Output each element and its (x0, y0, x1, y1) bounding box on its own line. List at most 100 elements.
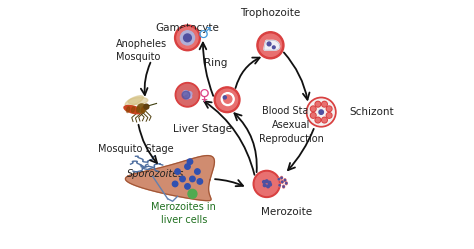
Circle shape (327, 107, 331, 111)
FancyArrowPatch shape (200, 43, 213, 96)
Text: Merozoites in
liver cells: Merozoites in liver cells (151, 202, 216, 225)
Circle shape (190, 176, 195, 182)
Circle shape (177, 84, 198, 105)
Circle shape (322, 101, 327, 107)
Circle shape (221, 93, 234, 106)
Ellipse shape (279, 184, 281, 187)
FancyArrowPatch shape (215, 179, 243, 186)
Circle shape (286, 183, 287, 184)
Circle shape (174, 25, 201, 51)
Circle shape (311, 107, 315, 111)
Polygon shape (264, 40, 280, 50)
Ellipse shape (127, 107, 130, 113)
Text: Merozoite: Merozoite (261, 207, 312, 217)
Circle shape (310, 113, 316, 118)
Ellipse shape (141, 107, 145, 113)
FancyArrowPatch shape (141, 63, 150, 95)
Ellipse shape (125, 96, 143, 106)
Ellipse shape (131, 107, 135, 113)
Circle shape (175, 83, 200, 107)
Circle shape (185, 184, 190, 189)
Circle shape (315, 101, 321, 107)
Circle shape (323, 102, 326, 106)
Ellipse shape (137, 107, 139, 113)
Ellipse shape (281, 177, 283, 179)
Ellipse shape (278, 178, 280, 181)
Circle shape (267, 42, 271, 46)
Circle shape (265, 180, 268, 183)
Circle shape (224, 95, 232, 103)
FancyArrowPatch shape (138, 125, 157, 163)
Circle shape (144, 104, 149, 109)
Circle shape (268, 181, 271, 184)
Text: Mosquito Stage: Mosquito Stage (98, 144, 173, 154)
Text: Blood Stage
Asexual
Reproduction: Blood Stage Asexual Reproduction (259, 106, 324, 143)
FancyArrowPatch shape (235, 113, 257, 172)
Text: Ring: Ring (204, 58, 228, 67)
Circle shape (180, 176, 185, 182)
Circle shape (326, 113, 332, 118)
Circle shape (214, 87, 240, 113)
Circle shape (188, 189, 197, 198)
Circle shape (326, 106, 332, 112)
Circle shape (185, 95, 189, 99)
Ellipse shape (283, 185, 284, 188)
Circle shape (259, 34, 282, 56)
Circle shape (316, 102, 320, 106)
Circle shape (223, 96, 226, 99)
Polygon shape (126, 156, 214, 201)
Circle shape (264, 184, 266, 187)
Circle shape (323, 118, 326, 122)
Circle shape (282, 181, 283, 183)
Circle shape (308, 99, 334, 125)
Circle shape (255, 173, 278, 195)
Text: ♂: ♂ (198, 26, 212, 41)
FancyArrowPatch shape (204, 101, 255, 175)
Circle shape (263, 181, 265, 183)
Circle shape (137, 104, 146, 113)
Circle shape (183, 91, 188, 96)
Text: Schizont: Schizont (350, 107, 394, 117)
Text: Trophozoite: Trophozoite (240, 8, 301, 18)
Circle shape (327, 114, 331, 117)
Circle shape (316, 118, 320, 122)
Circle shape (279, 185, 280, 186)
Circle shape (315, 117, 321, 123)
Circle shape (269, 183, 272, 186)
FancyArrowPatch shape (288, 129, 314, 170)
Ellipse shape (285, 182, 287, 185)
Circle shape (311, 114, 315, 117)
Ellipse shape (281, 181, 283, 183)
Circle shape (306, 97, 336, 127)
Circle shape (183, 34, 191, 42)
Circle shape (182, 91, 190, 99)
Circle shape (217, 89, 237, 110)
Ellipse shape (284, 179, 286, 182)
Circle shape (319, 110, 323, 114)
Circle shape (278, 179, 280, 180)
Circle shape (257, 32, 284, 59)
Circle shape (197, 179, 202, 184)
Circle shape (273, 46, 275, 49)
Circle shape (281, 177, 282, 179)
Circle shape (188, 95, 191, 98)
Circle shape (253, 170, 280, 197)
Circle shape (267, 185, 269, 188)
FancyArrowPatch shape (236, 58, 260, 88)
Circle shape (187, 159, 192, 164)
Text: Liver Stage: Liver Stage (173, 124, 232, 134)
Ellipse shape (124, 106, 142, 114)
Circle shape (175, 169, 180, 174)
Circle shape (185, 164, 190, 169)
Circle shape (177, 27, 198, 48)
Circle shape (181, 31, 194, 45)
Circle shape (188, 92, 192, 96)
FancyArrowPatch shape (284, 53, 310, 100)
Circle shape (284, 180, 285, 181)
Text: Anopheles
Mosquito: Anopheles Mosquito (116, 39, 167, 62)
Circle shape (283, 186, 284, 187)
Circle shape (173, 181, 178, 187)
Text: Gametocyte: Gametocyte (155, 23, 219, 33)
Circle shape (322, 117, 327, 123)
Circle shape (195, 169, 200, 174)
